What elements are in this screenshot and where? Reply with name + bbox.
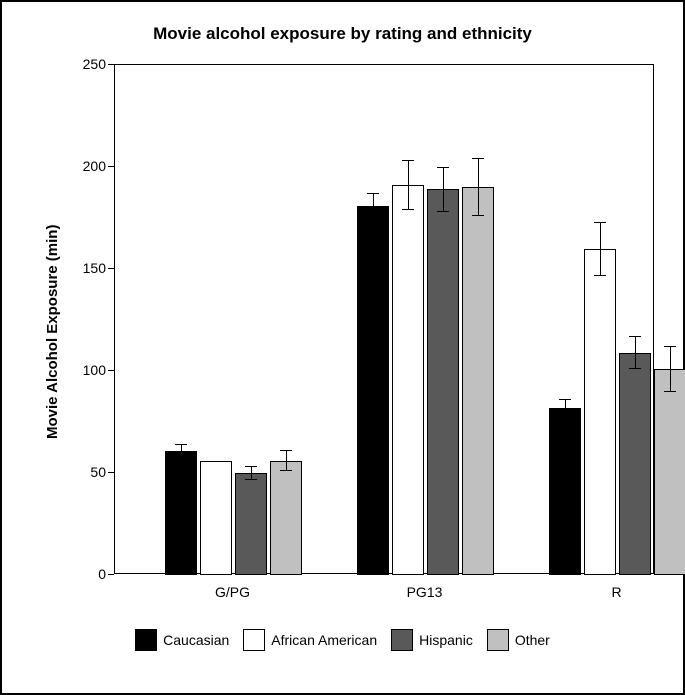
error-cap bbox=[175, 444, 187, 445]
bar bbox=[235, 473, 267, 575]
legend-item: Hispanic bbox=[391, 629, 473, 651]
error-cap bbox=[175, 456, 187, 457]
error-bar bbox=[286, 451, 287, 471]
error-cap bbox=[437, 211, 449, 212]
y-tick-label: 50 bbox=[56, 464, 106, 480]
error-cap bbox=[367, 218, 379, 219]
error-bar bbox=[635, 336, 636, 369]
bar bbox=[619, 353, 651, 575]
legend-item: African American bbox=[243, 629, 377, 651]
error-cap bbox=[629, 368, 641, 369]
error-cap bbox=[559, 399, 571, 400]
bar bbox=[427, 189, 459, 575]
bar bbox=[357, 206, 389, 575]
y-axis-label: Movie Alcohol Exposure (min) bbox=[44, 225, 61, 439]
error-bar bbox=[443, 167, 444, 212]
legend-label: Hispanic bbox=[419, 632, 473, 648]
error-cap bbox=[664, 391, 676, 392]
y-tick-mark bbox=[108, 64, 114, 65]
error-cap bbox=[280, 470, 292, 471]
y-tick-label: 250 bbox=[56, 56, 106, 72]
chart-frame: Movie alcohol exposure by rating and eth… bbox=[0, 0, 685, 695]
error-bar bbox=[373, 194, 374, 218]
legend-swatch bbox=[135, 629, 157, 651]
error-bar bbox=[670, 347, 671, 392]
y-tick-mark bbox=[108, 472, 114, 473]
legend: Caucasian African American Hispanic Other bbox=[2, 629, 683, 651]
y-tick-mark bbox=[108, 574, 114, 575]
error-cap bbox=[594, 275, 606, 276]
error-cap bbox=[472, 215, 484, 216]
error-bar bbox=[600, 222, 601, 275]
legend-item: Other bbox=[487, 629, 550, 651]
y-tick-mark bbox=[108, 268, 114, 269]
bar bbox=[165, 451, 197, 575]
error-bar bbox=[181, 444, 182, 456]
error-cap bbox=[245, 479, 257, 480]
legend-item: Caucasian bbox=[135, 629, 229, 651]
legend-label: Other bbox=[515, 632, 550, 648]
bar bbox=[654, 369, 685, 575]
error-cap bbox=[245, 466, 257, 467]
bar bbox=[270, 461, 302, 575]
legend-label: African American bbox=[271, 632, 377, 648]
error-cap bbox=[402, 209, 414, 210]
plot-area bbox=[114, 64, 654, 574]
error-bar bbox=[478, 159, 479, 216]
x-tick-label: R bbox=[557, 584, 677, 600]
y-tick-mark bbox=[108, 166, 114, 167]
error-cap bbox=[437, 167, 449, 168]
y-tick-label: 200 bbox=[56, 158, 106, 174]
legend-swatch bbox=[487, 629, 509, 651]
y-tick-mark bbox=[108, 370, 114, 371]
legend-swatch bbox=[243, 629, 265, 651]
y-tick-label: 0 bbox=[56, 566, 106, 582]
error-cap bbox=[472, 158, 484, 159]
bar bbox=[200, 461, 232, 575]
x-tick-label: PG13 bbox=[365, 584, 485, 600]
error-cap bbox=[629, 336, 641, 337]
error-bar bbox=[408, 161, 409, 210]
error-bar bbox=[565, 400, 566, 416]
legend-swatch bbox=[391, 629, 413, 651]
bar bbox=[462, 187, 494, 575]
error-cap bbox=[367, 193, 379, 194]
error-cap bbox=[664, 346, 676, 347]
error-cap bbox=[280, 450, 292, 451]
bar bbox=[392, 185, 424, 575]
chart-title: Movie alcohol exposure by rating and eth… bbox=[2, 24, 683, 44]
y-tick-label: 100 bbox=[56, 362, 106, 378]
bar bbox=[584, 249, 616, 575]
error-bar bbox=[251, 467, 252, 479]
y-tick-label: 150 bbox=[56, 260, 106, 276]
error-cap bbox=[559, 415, 571, 416]
legend-label: Caucasian bbox=[163, 632, 229, 648]
error-cap bbox=[402, 160, 414, 161]
x-tick-label: G/PG bbox=[173, 584, 293, 600]
bar bbox=[549, 408, 581, 575]
error-cap bbox=[594, 222, 606, 223]
